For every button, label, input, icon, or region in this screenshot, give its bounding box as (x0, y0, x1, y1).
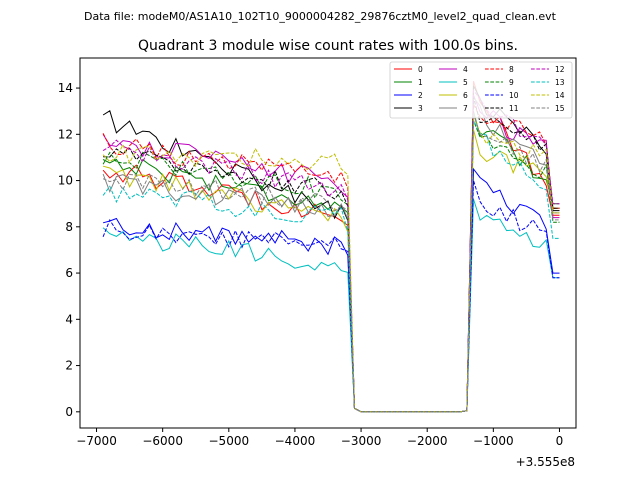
series-line-15 (102, 113, 560, 413)
series-line-8 (102, 104, 560, 413)
y-tick-label: 12 (58, 127, 73, 141)
y-tick-label: 6 (65, 266, 73, 280)
legend-label-9: 9 (509, 78, 514, 87)
y-tick-label: 2 (65, 359, 73, 373)
legend-label-11: 11 (509, 104, 519, 113)
x-tick-label: −1000 (473, 434, 514, 448)
x-tick-label: −7000 (76, 434, 117, 448)
x-tick-label: −4000 (275, 434, 316, 448)
legend-label-0: 0 (418, 65, 423, 74)
legend-label-15: 15 (555, 104, 565, 113)
x-axis-offset-label: +3.555e8 (516, 455, 575, 469)
series-line-4 (102, 94, 560, 413)
axes-frame (79, 57, 577, 429)
chart-suptitle: Data file: modeM0/AS1A10_102T10_90000042… (84, 10, 557, 23)
y-tick-label: 10 (58, 174, 73, 188)
series-line-10 (102, 180, 560, 413)
y-tick-label: 0 (65, 405, 73, 419)
chart-title: Quadrant 3 module wise count rates with … (138, 38, 518, 54)
series-line-5 (102, 198, 560, 413)
series-line-9 (102, 120, 560, 413)
legend-label-13: 13 (555, 78, 565, 87)
series-line-1 (102, 111, 560, 413)
y-tick-label: 4 (65, 312, 73, 326)
series-line-12 (102, 88, 560, 413)
legend-box (389, 61, 573, 119)
legend-label-7: 7 (463, 104, 468, 113)
series-line-11 (103, 97, 560, 413)
x-tick-label: −5000 (209, 434, 250, 448)
legend-label-1: 1 (418, 78, 423, 87)
legend-label-2: 2 (418, 91, 423, 100)
legend-label-12: 12 (555, 65, 565, 74)
legend-label-10: 10 (509, 91, 519, 100)
x-tick-label: −3000 (341, 434, 382, 448)
series-line-13 (102, 120, 560, 413)
y-tick-label: 14 (58, 81, 73, 95)
x-tick-label: −2000 (407, 434, 448, 448)
x-axis: −7000 −6000 −5000 −4000 −3000 −2000 −1000 0 (76, 428, 563, 448)
legend-label-5: 5 (463, 78, 468, 87)
series-line-7 (102, 95, 560, 413)
series-lines (102, 80, 560, 413)
y-tick-label: 8 (65, 220, 73, 234)
legend-label-6: 6 (463, 91, 468, 100)
x-tick-label: 0 (556, 434, 564, 448)
series-line-3 (102, 85, 560, 413)
series-line-6 (102, 129, 560, 413)
x-tick-label: −6000 (142, 434, 183, 448)
legend-label-14: 14 (555, 91, 565, 100)
y-axis: 0 2 4 6 8 10 12 14 (58, 81, 80, 419)
series-line-2 (102, 167, 560, 413)
legend-label-4: 4 (463, 65, 468, 74)
series-line-14 (102, 115, 560, 413)
legend-label-3: 3 (418, 104, 423, 113)
legend-label-8: 8 (509, 65, 514, 74)
